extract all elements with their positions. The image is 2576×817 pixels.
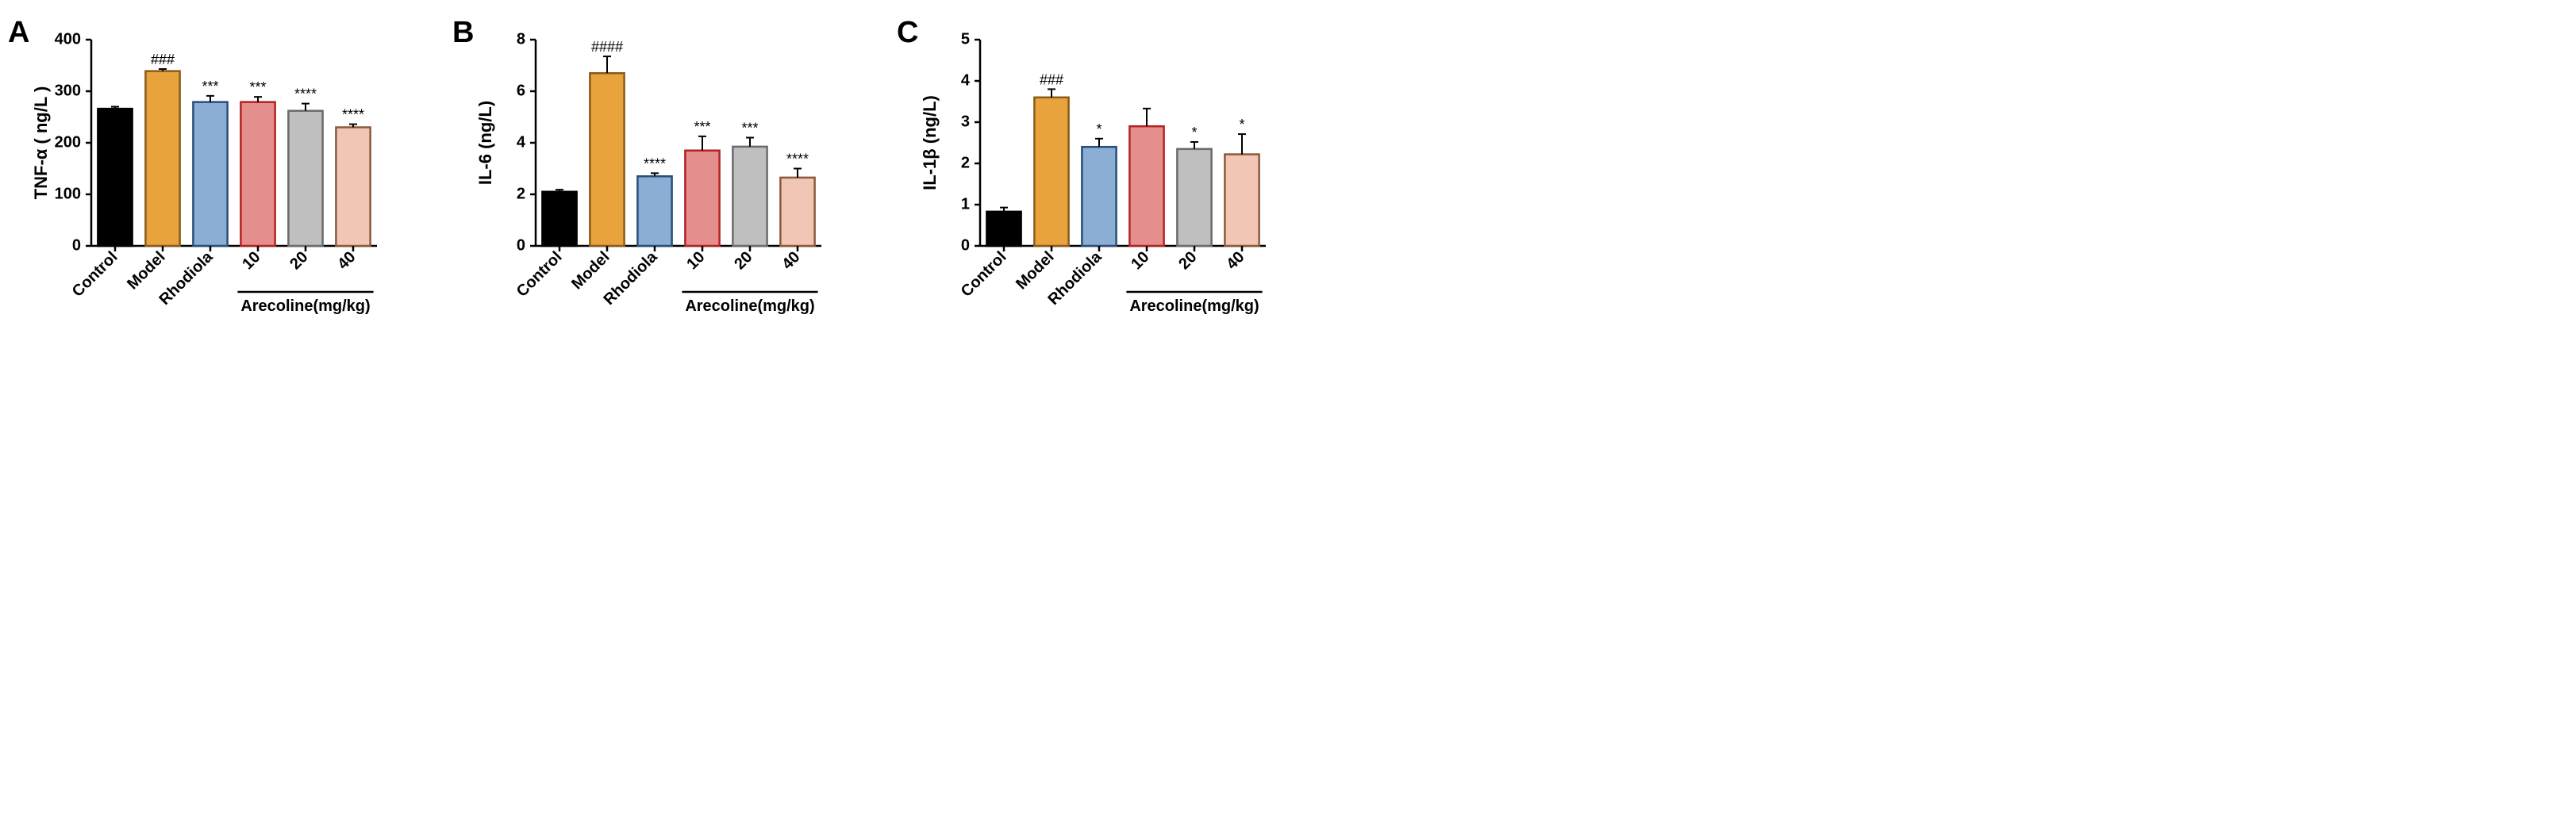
panel-label: B	[452, 16, 474, 50]
bar	[193, 102, 227, 246]
category-label: Control	[69, 248, 121, 301]
significance-annotation: ####	[591, 39, 623, 55]
svg-text:8: 8	[517, 30, 525, 48]
figure-row: A0100200300400TNF-α ( ng/L )Control###Mo…	[16, 16, 2560, 381]
significance-annotation: ****	[644, 155, 666, 171]
y-axis-label: IL-1β (ng/L)	[920, 95, 940, 190]
bar	[1034, 98, 1068, 246]
bar	[1082, 147, 1116, 246]
svg-text:2: 2	[517, 185, 525, 202]
category-label: 20	[1175, 248, 1200, 273]
bar	[1129, 126, 1163, 246]
significance-annotation: *	[1096, 121, 1102, 137]
svg-text:0: 0	[961, 236, 970, 254]
bar	[336, 128, 370, 247]
svg-text:300: 300	[55, 82, 81, 99]
svg-text:100: 100	[55, 185, 81, 202]
significance-annotation: ***	[249, 79, 266, 95]
bar	[780, 178, 814, 246]
bar	[685, 151, 719, 246]
category-label: 40	[334, 248, 359, 273]
svg-text:4: 4	[961, 71, 971, 89]
svg-text:400: 400	[55, 30, 81, 48]
group-label: Arecoline(mg/kg)	[685, 297, 814, 315]
significance-annotation: ***	[741, 121, 758, 136]
panel-label: A	[8, 16, 29, 50]
panel-label: C	[897, 16, 918, 50]
category-label: 40	[1223, 248, 1248, 273]
svg-text:200: 200	[55, 133, 81, 151]
category-label: Model	[1013, 248, 1057, 293]
bar	[145, 71, 179, 246]
y-axis-label: TNF-α ( ng/L )	[31, 86, 51, 200]
significance-annotation: ****	[294, 86, 317, 102]
bar	[732, 147, 767, 246]
bar	[1177, 149, 1211, 246]
significance-annotation: ###	[1040, 71, 1063, 87]
bar	[1225, 155, 1259, 246]
y-axis-label: IL-6 (ng/L)	[475, 101, 495, 185]
bar	[590, 73, 624, 246]
category-label: Rhodiola	[156, 247, 217, 309]
bar	[98, 109, 132, 246]
significance-annotation: ###	[151, 52, 175, 67]
bar	[288, 111, 322, 246]
group-label: Arecoline(mg/kg)	[240, 297, 370, 315]
svg-text:5: 5	[961, 30, 970, 48]
category-label: 40	[779, 248, 803, 273]
bar	[542, 192, 576, 246]
svg-text:0: 0	[517, 236, 525, 254]
bar	[986, 212, 1021, 246]
category-label: Rhodiola	[1044, 247, 1105, 309]
significance-annotation: ****	[786, 152, 809, 167]
svg-text:4: 4	[517, 133, 526, 151]
category-label: Model	[568, 248, 613, 293]
category-label: 20	[731, 248, 755, 273]
bar	[240, 102, 275, 246]
category-label: Model	[124, 248, 168, 293]
category-label: Control	[513, 248, 566, 301]
category-label: 20	[286, 248, 311, 273]
significance-annotation: *	[1239, 117, 1244, 132]
category-label: Control	[958, 248, 1010, 301]
svg-text:1: 1	[961, 195, 970, 213]
category-label: 10	[683, 248, 708, 273]
category-label: Rhodiola	[600, 247, 661, 309]
svg-text:6: 6	[517, 82, 525, 99]
svg-text:2: 2	[961, 154, 970, 171]
group-label: Arecoline(mg/kg)	[1129, 297, 1259, 315]
bar	[637, 176, 671, 246]
category-label: 10	[1128, 248, 1152, 273]
significance-annotation: ***	[694, 119, 710, 135]
svg-text:3: 3	[961, 113, 970, 130]
category-label: 10	[239, 248, 263, 273]
significance-annotation: *	[1191, 125, 1197, 140]
significance-annotation: ***	[202, 79, 218, 94]
panel-C: C012345IL-1β (ng/L)Control###Model*Rhodi…	[905, 16, 1301, 381]
significance-annotation: ****	[342, 107, 364, 123]
panel-A: A0100200300400TNF-α ( ng/L )Control###Mo…	[16, 16, 413, 381]
panel-B: B02468IL-6 (ng/L)Control####Model****Rho…	[460, 16, 857, 381]
svg-text:0: 0	[72, 236, 81, 254]
